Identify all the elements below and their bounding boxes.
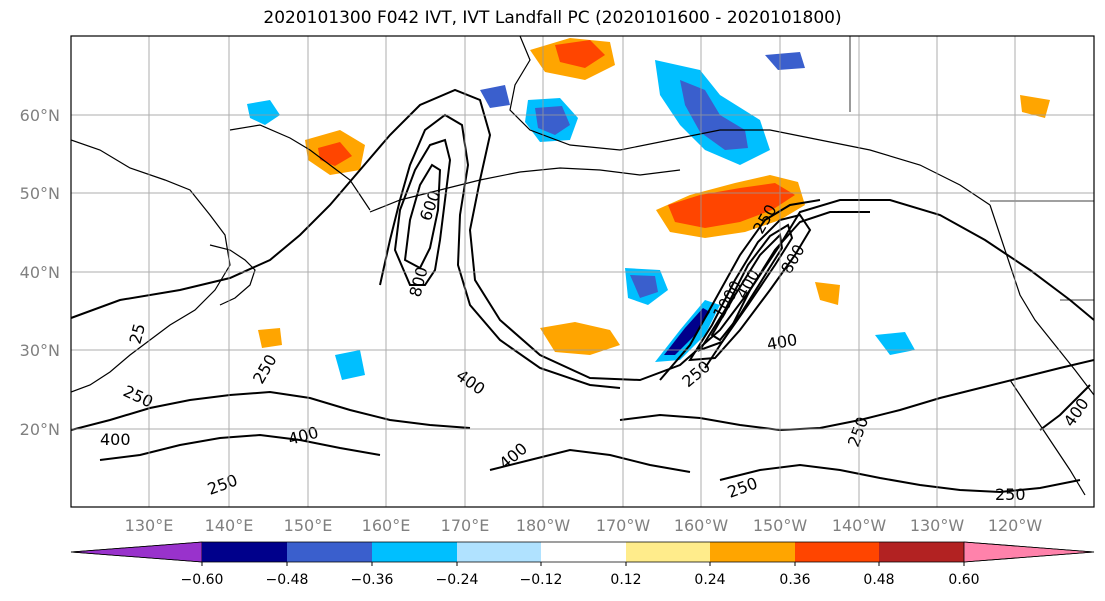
contour-400-west-ridge (379, 113, 621, 389)
negative-patch-southeast (875, 332, 915, 355)
map-frame (70, 35, 1095, 508)
positive-patch-central (540, 322, 620, 355)
contour-label: 250 (995, 485, 1026, 504)
colorbar-tick-label: 0.12 (610, 572, 641, 588)
positive-patch-east (815, 282, 840, 305)
colorbar-tick-label: −0.48 (266, 572, 309, 588)
japan-coastline (209, 244, 256, 306)
lon-label: 140°E (205, 516, 254, 535)
colorbar-segment (626, 542, 710, 562)
contour-1000-ar (710, 232, 784, 342)
lon-label: 150°E (284, 516, 333, 535)
contour-400-south (99, 433, 381, 461)
colorbar-extend-low (70, 541, 203, 563)
lon-label: 170°W (596, 516, 651, 535)
asia-coastline (71, 139, 231, 393)
strong-positive-patch-kamchatka (318, 142, 352, 166)
contour-600-ar (688, 213, 812, 362)
strong-negative-patch-central (630, 275, 658, 298)
colorbar-segment (372, 542, 457, 562)
lon-label: 160°E (362, 516, 411, 535)
colorbar-segment (879, 542, 964, 562)
lon-label: 170°E (441, 516, 490, 535)
contour-800-ar (697, 223, 794, 352)
colorbar-tick-label: 0.36 (779, 572, 810, 588)
lat-label: 60°N (20, 106, 60, 125)
contour-400-east-coast (1039, 384, 1091, 431)
lon-label: 130°E (125, 516, 174, 535)
strong-negative-patch-ar (664, 308, 710, 355)
lat-label: 50°N (20, 184, 60, 203)
colorbar-tick-labels: −0.60 −0.48 −0.36 −0.24 −0.12 0.12 0.24 … (181, 572, 980, 588)
map-title: 2020101300 F042 IVT, IVT Landfall PC (20… (263, 8, 842, 28)
strong-positive-patch-gulf-alaska (668, 183, 795, 228)
contour-800-west-ridge (403, 163, 442, 270)
negative-patch-south (335, 350, 365, 380)
contour-label: 25 (126, 321, 150, 346)
map-area: 600 800 400 250 250 400 400 250 400 250 … (71, 36, 1094, 507)
lon-label: 140°W (832, 516, 887, 535)
colorbar-tick-label: −0.36 (351, 572, 394, 588)
lon-label: 180°W (516, 516, 571, 535)
lat-label: 30°N (20, 341, 60, 360)
lon-label: 160°W (674, 516, 729, 535)
longitude-labels: 130°E 140°E 150°E 160°E 170°E 180°W 170°… (125, 516, 1043, 535)
lon-label: 120°W (988, 516, 1043, 535)
contour-400-ar-west (659, 199, 821, 381)
colorbar-extend-high (963, 541, 1095, 563)
colorbar-tick-label: 0.48 (863, 572, 894, 588)
lon-label: 130°W (910, 516, 965, 535)
contour-600-west-ridge (393, 138, 452, 286)
lat-label: 40°N (20, 263, 60, 282)
shaded-anomaly-patches (247, 38, 1050, 380)
colorbar: −0.60 −0.48 −0.36 −0.24 −0.12 0.12 0.24 … (70, 541, 1095, 588)
colorbar-ticks (201, 562, 965, 566)
colorbar-tick-label: −0.12 (520, 572, 563, 588)
colorbar-segment (795, 542, 879, 562)
colorbar-segment (710, 542, 795, 562)
lon-label: 150°W (753, 516, 808, 535)
positive-patch-west (258, 328, 282, 348)
colorbar-segment (457, 542, 541, 562)
lat-label: 20°N (20, 420, 60, 439)
latitude-labels: 60°N 50°N 40°N 30°N 20°N (20, 106, 60, 439)
contour-250-west-ridge (71, 88, 1094, 382)
strong-positive-patch-arctic (555, 40, 605, 68)
colorbar-segment (202, 542, 287, 562)
colorbar-tick-label: −0.60 (181, 572, 224, 588)
colorbar-tick-label: −0.24 (436, 572, 479, 588)
contour-250-south (71, 390, 471, 431)
ivt-contours (71, 88, 1094, 494)
political-borders (849, 36, 1094, 301)
colorbar-segment (541, 542, 626, 562)
gridlines (71, 36, 1094, 507)
negative-patch-japan (247, 100, 280, 125)
colorbar-segment (287, 542, 372, 562)
contour-250-southeast (619, 359, 1094, 432)
strong-negative-patch-bering (535, 106, 570, 135)
baja-coastline (1009, 379, 1086, 496)
colorbar-tick-label: 0.24 (694, 572, 725, 588)
contour-250-far-south (489, 448, 691, 473)
negative-patch-east-arctic (765, 52, 805, 70)
aleutian-chain (369, 167, 681, 213)
colorbar-tick-label: 0.60 (948, 572, 979, 588)
alaska-coastline (509, 36, 991, 206)
negative-patch-north-central (480, 85, 510, 108)
positive-patch-ne (1020, 95, 1050, 118)
contour-label: 400 (100, 430, 131, 449)
